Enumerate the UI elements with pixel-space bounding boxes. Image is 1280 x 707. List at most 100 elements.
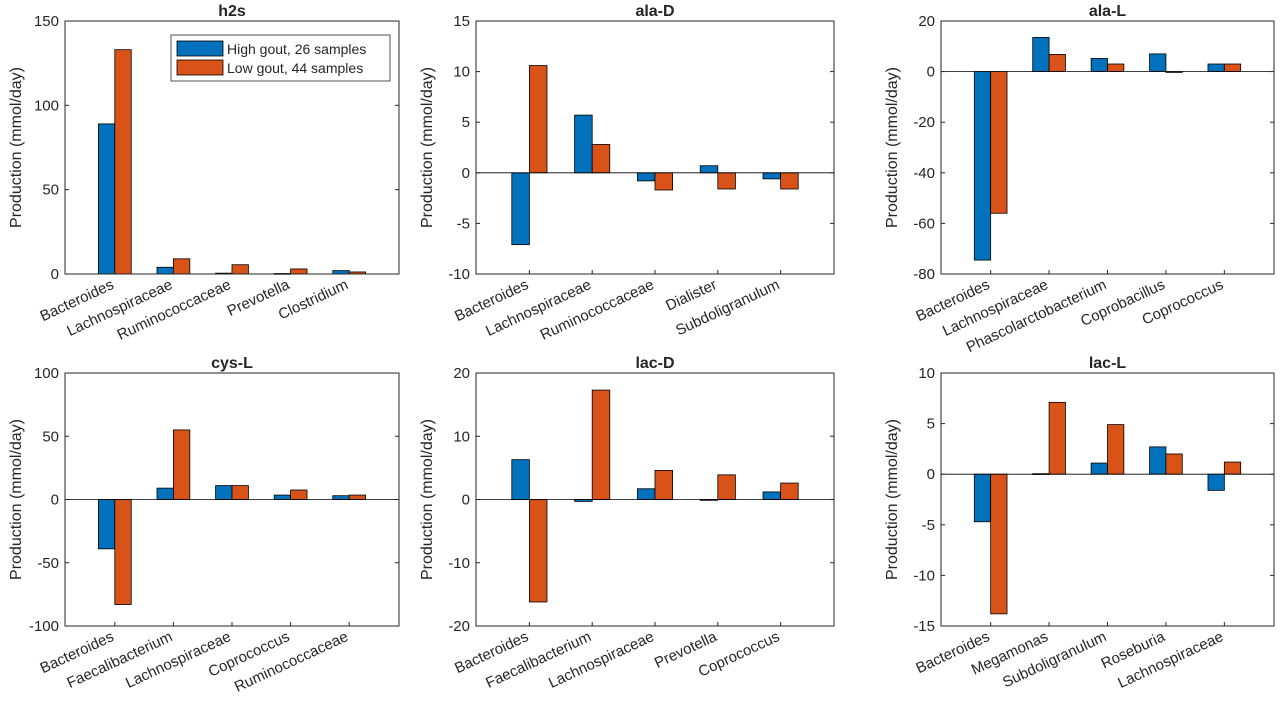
bar-bacteroides-low — [990, 473, 1008, 615]
y-tick-label: -5 — [457, 215, 470, 232]
bar-phascolarctobacterium-low — [1107, 63, 1125, 73]
y-tick-label: -5 — [922, 517, 935, 534]
bar-bacteroides-high — [98, 123, 116, 275]
bar-bacteroides-high — [973, 71, 992, 261]
y-tick-label: -10 — [448, 555, 470, 572]
bar-dialister-high — [699, 165, 719, 174]
bar-lachnospiraceae-high — [156, 266, 174, 275]
chart-title: h2s — [218, 3, 246, 20]
y-tick-label: -10 — [913, 567, 935, 584]
x-tick-label: Subdoligranulum — [1000, 628, 1109, 691]
y-tick-label: 0 — [927, 466, 935, 483]
bar-prevotella-low — [717, 474, 736, 500]
bar-faecalibacterium-low — [591, 389, 611, 500]
x-tick-label: Lachnospiraceae — [546, 628, 657, 692]
bar-lachnospiraceae-low — [1223, 461, 1242, 475]
x-tick-label: Subdoligranulum — [673, 276, 782, 339]
bar-dialister-low — [717, 172, 736, 190]
y-tick-label: -50 — [37, 555, 59, 572]
bar-bacteroides-low — [528, 499, 548, 603]
x-tick-label: Ruminococcaceae — [538, 276, 657, 344]
chart-title: lac-L — [1089, 355, 1127, 372]
chart-title: ala-L — [1089, 3, 1127, 20]
bar-ruminococcaceae-low — [654, 172, 673, 191]
y-tick-label: -80 — [913, 266, 935, 283]
bar-prevotella-low — [290, 268, 308, 275]
bar-bacteroides-high — [511, 172, 530, 246]
y-axis-label: Production (mmol/day) — [884, 419, 901, 580]
bar-coprococcus-high — [762, 491, 782, 500]
bar-lachnospiraceae-low — [172, 258, 191, 275]
bar-lachnospiraceae-low — [591, 144, 611, 174]
legend-swatch-low — [176, 59, 224, 76]
y-axis-label: Production (mmol/day) — [8, 67, 25, 228]
bar-lachnospiraceae-high — [574, 114, 593, 174]
y-tick-label: 0 — [51, 266, 59, 283]
y-axis-label: Production (mmol/day) — [419, 67, 436, 228]
x-tick-label: Faecalibacterium — [483, 628, 594, 692]
y-tick-label: 10 — [918, 365, 935, 382]
legend-label-low: Low gout, 44 samples — [227, 60, 363, 76]
y-tick-label: 100 — [34, 365, 59, 382]
chart-panel-ala-D: -10-5051015BacteroidesLachnospiraceaeRum… — [419, 3, 835, 344]
bar-coprococcus-low — [1223, 63, 1242, 73]
bar-subdoligranulum-low — [780, 172, 799, 190]
y-axis-label: Production (mmol/day) — [884, 67, 901, 228]
bar-bacteroides-low — [114, 49, 132, 275]
bar-faecalibacterium-low — [172, 429, 191, 500]
chart-panel-cys-L: -100-50050100BacteroidesFaecalibacterium… — [8, 355, 400, 696]
bar-ruminococcaceae-high — [332, 495, 350, 500]
chart-panel-lac-L: -15-10-50510BacteroidesMegamonasSubdolig… — [884, 355, 1275, 692]
y-tick-label: -40 — [913, 165, 935, 182]
y-tick-label: 20 — [453, 365, 470, 382]
bar-roseburia-high — [1149, 446, 1167, 475]
bar-coprococcus-low — [290, 489, 308, 500]
bar-ruminococcaceae-low — [348, 494, 367, 500]
bar-lachnospiraceae-low — [1048, 54, 1066, 73]
bar-faecalibacterium-high — [156, 487, 174, 500]
bar-ruminococcaceae-low — [231, 264, 249, 275]
y-tick-label: 5 — [927, 416, 935, 433]
legend-label-high: High gout, 26 samples — [227, 41, 366, 57]
y-tick-label: 50 — [42, 182, 59, 199]
y-tick-label: 20 — [918, 13, 935, 30]
bar-subdoligranulum-low — [1107, 424, 1125, 475]
bar-ruminococcaceae-high — [637, 172, 656, 182]
bar-lachnospiraceae-high — [1207, 473, 1225, 491]
chart-title: ala-D — [635, 3, 674, 20]
y-tick-label: 15 — [453, 13, 470, 30]
bar-bacteroides-high — [973, 473, 992, 523]
y-tick-label: 5 — [462, 114, 470, 131]
y-tick-label: -100 — [29, 618, 59, 635]
bar-coprococcus-high — [1207, 63, 1225, 73]
bar-bacteroides-high — [98, 499, 116, 550]
bar-lachnospiraceae-high — [1032, 37, 1050, 72]
bar-phascolarctobacterium-high — [1090, 58, 1108, 72]
bar-lachnospiraceae-low — [231, 485, 249, 500]
y-tick-label: 10 — [453, 428, 470, 445]
bar-lachnospiraceae-high — [215, 485, 233, 500]
y-tick-label: 10 — [453, 64, 470, 81]
bar-bacteroides-low — [528, 65, 548, 174]
bar-coprococcus-low — [780, 482, 799, 500]
y-tick-label: -15 — [913, 618, 935, 635]
legend: High gout, 26 samples Low gout, 44 sample… — [170, 34, 391, 82]
y-tick-label: 0 — [462, 492, 470, 509]
chart-title: lac-D — [635, 355, 674, 372]
bar-clostridium-high — [332, 270, 350, 275]
y-tick-label: 50 — [42, 428, 59, 445]
bar-coprobacillus-high — [1149, 53, 1167, 72]
bar-bacteroides-low — [990, 71, 1008, 214]
bar-lachnospiraceae-high — [637, 488, 656, 500]
bar-lachnospiraceae-low — [654, 469, 673, 500]
y-tick-label: 0 — [927, 64, 935, 81]
bar-subdoligranulum-high — [1090, 462, 1108, 475]
y-tick-label: -10 — [448, 266, 470, 283]
y-axis-label: Production (mmol/day) — [8, 419, 25, 580]
y-tick-label: 0 — [462, 165, 470, 182]
chart-title: cys-L — [211, 355, 253, 372]
bar-subdoligranulum-high — [762, 172, 782, 180]
bar-coprococcus-high — [273, 494, 292, 500]
y-tick-label: -20 — [448, 618, 470, 635]
